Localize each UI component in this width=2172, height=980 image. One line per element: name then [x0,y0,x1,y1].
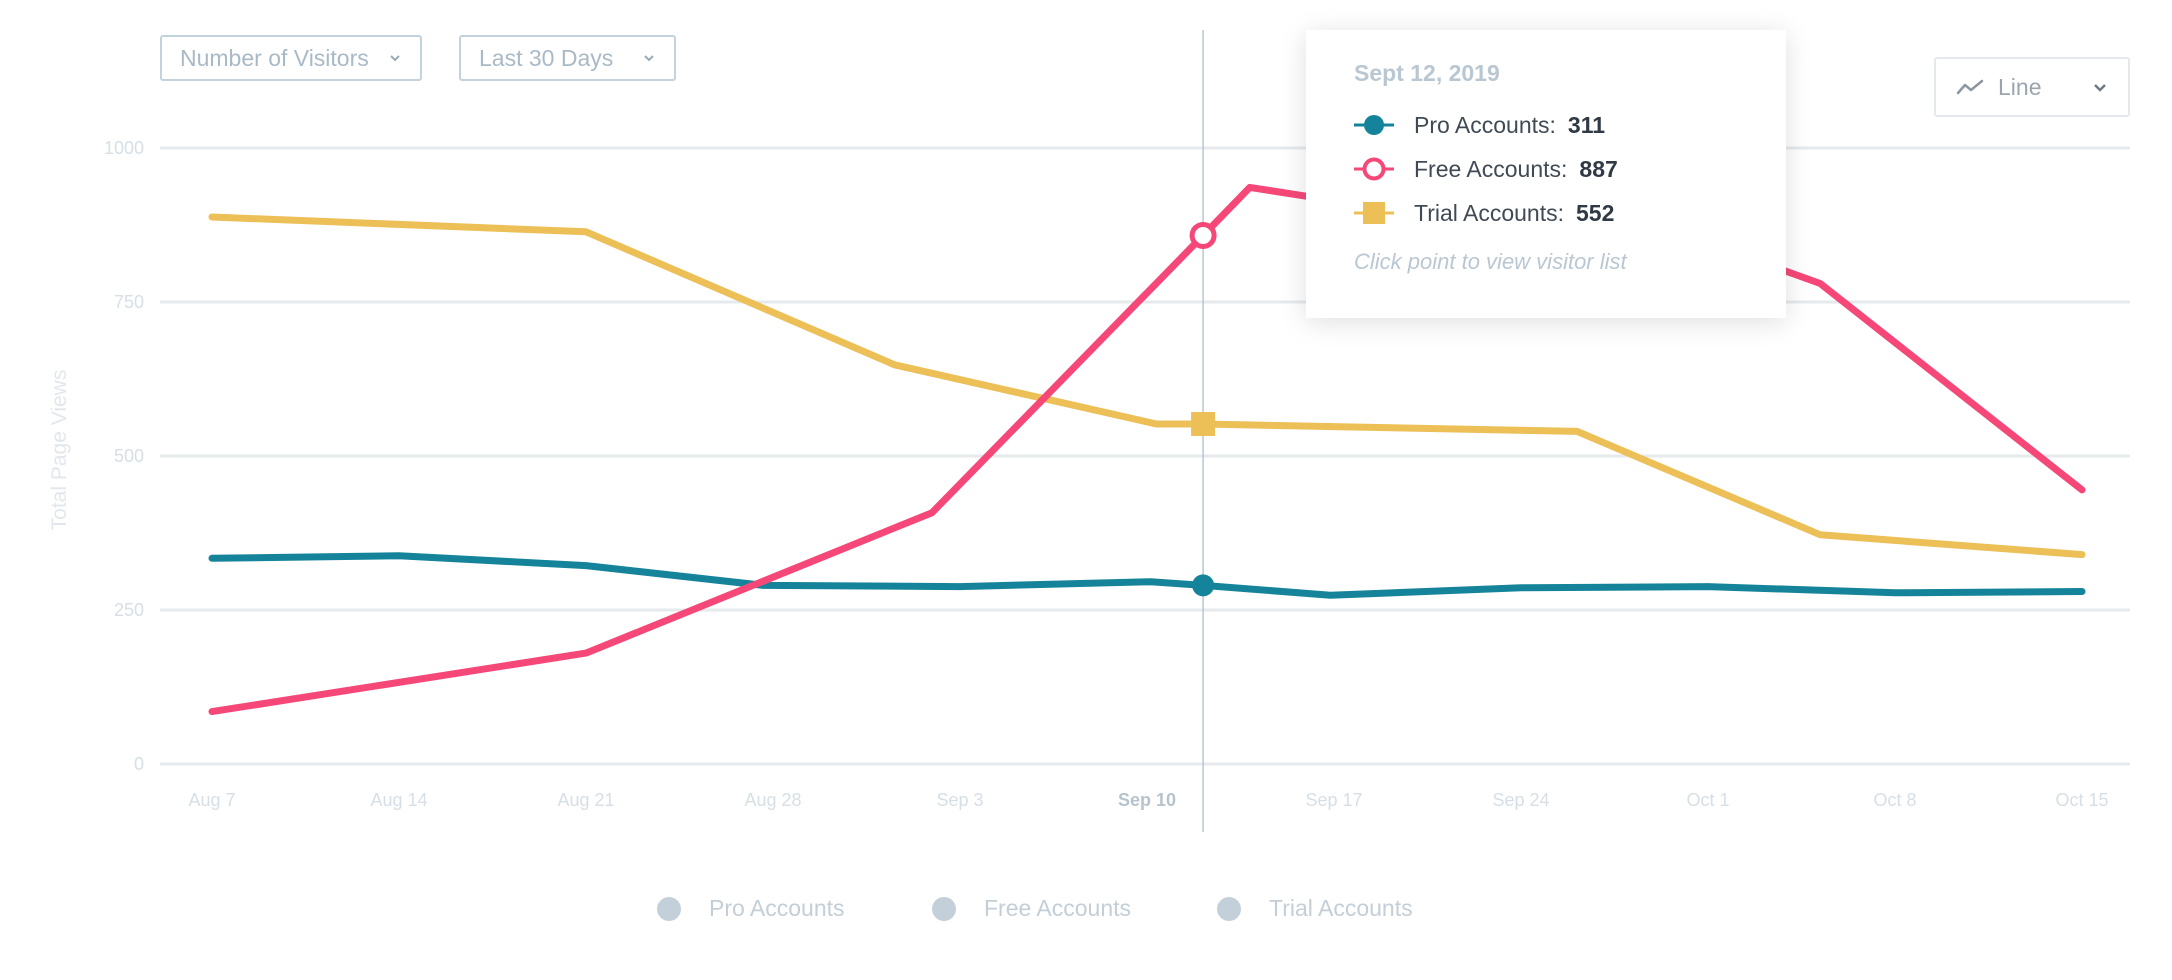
data-point-pro-accounts[interactable] [1192,574,1215,597]
line-chart-icon [1956,78,1984,96]
series-line-free-accounts[interactable] [208,183,2086,716]
ring-marker-icon [1354,157,1394,181]
chevron-down-icon [642,53,656,63]
y-tick-label: 0 [134,754,144,774]
grid [160,146,2130,766]
metric-dropdown-value: Number of Visitors [180,44,369,71]
y-tick-label: 1000 [104,138,144,158]
legend-label-trial: Trial Accounts [1269,895,1413,921]
legend-label-pro: Pro Accounts [709,895,845,921]
chart-type-value: Line [1998,73,2042,100]
legend-dot-icon [657,896,681,921]
tooltip-free-value: 887 [1579,155,1618,182]
metric-dropdown[interactable]: Number of Visitors [160,35,422,81]
y-tick-label: 500 [114,446,144,466]
x-tick-label: Sep 10 [1118,790,1176,810]
data-point-free-accounts[interactable] [1189,221,1217,249]
y-axis-ticks: 0 250 500 750 1000 [104,138,144,774]
x-tick-label: Aug 7 [188,790,235,810]
series-line-trial-accounts[interactable] [208,213,2086,559]
x-tick-label: Oct 15 [2055,790,2108,810]
chevron-down-icon [2092,82,2108,92]
x-tick-label: Aug 28 [744,790,801,810]
legend-dot-icon [932,896,956,921]
tooltip-hint: Click point to view visitor list [1354,249,1627,274]
legend-item-free[interactable]: Free Accounts [932,895,1131,922]
tooltip-trial-label: Trial Accounts: [1414,199,1564,226]
legend-dot-icon [1217,896,1241,921]
x-tick-label: Oct 1 [1686,790,1729,810]
tooltip-pro-value: 311 [1567,111,1606,138]
hover-tooltip: Sept 12, 2019 Pro Accounts: 311 Free Acc… [1306,30,1786,318]
tooltip-pro-label: Pro Accounts: [1414,111,1556,138]
circle-marker-icon [1354,113,1394,137]
tooltip-row-free: Free Accounts: 887 [1354,147,1786,191]
data-point-trial-accounts[interactable] [1191,411,1216,436]
legend-item-trial[interactable]: Trial Accounts [1217,895,1413,922]
legend-item-pro[interactable]: Pro Accounts [657,895,845,922]
series-line-pro-accounts[interactable] [208,552,2086,599]
chevron-down-icon [388,53,402,63]
date-range-dropdown-value: Last 30 Days [479,44,614,71]
tooltip-row-pro: Pro Accounts: 311 [1354,103,1786,147]
x-tick-label: Aug 14 [370,790,427,810]
hover-markers [1189,221,1217,597]
date-range-dropdown[interactable]: Last 30 Days [459,35,676,81]
legend: Pro Accounts Free Accounts Trial Account… [0,895,2172,931]
x-tick-label: Sep 24 [1492,790,1549,810]
chart-type-dropdown[interactable]: Line [1934,57,2130,117]
y-axis-label: Total Page Views [48,370,71,531]
x-tick-label: Aug 21 [557,790,614,810]
y-tick-label: 250 [114,600,144,620]
x-tick-label: Sep 17 [1305,790,1362,810]
series [208,183,2086,716]
tooltip-free-label: Free Accounts: [1414,155,1568,182]
square-marker-icon [1354,201,1394,225]
x-tick-label: Sep 3 [936,790,983,810]
x-tick-label: Oct 8 [1873,790,1916,810]
x-axis-ticks: Aug 7 Aug 14 Aug 21 Aug 28 Sep 3 Sep 10 Sep 17… [188,790,2108,810]
legend-label-free: Free Accounts [984,895,1132,921]
tooltip-trial-value: 552 [1575,199,1615,226]
y-tick-label: 750 [114,292,144,312]
tooltip-date: Sept 12, 2019 [1354,60,1500,86]
tooltip-row-trial: Trial Accounts: 552 [1354,191,1786,235]
